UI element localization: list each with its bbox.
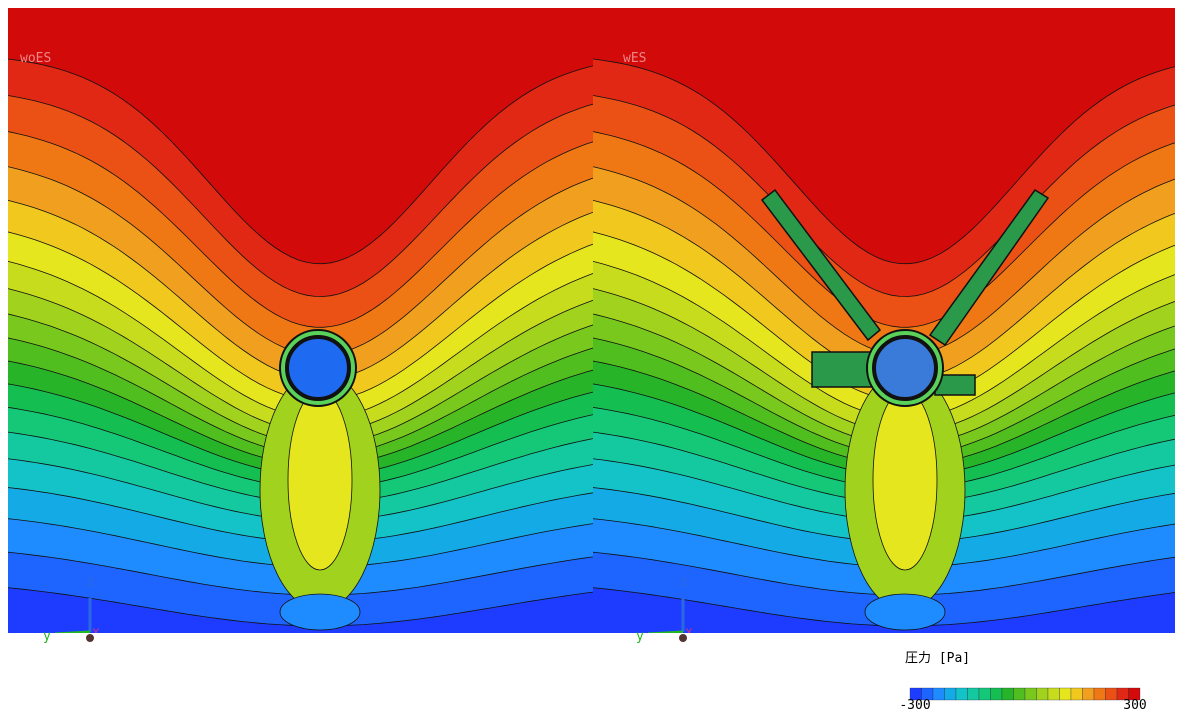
colorbar-cell — [1025, 688, 1037, 700]
body — [874, 337, 936, 399]
legend-title: 圧力 [Pa] — [905, 651, 970, 666]
colorbar-cell — [1094, 688, 1106, 700]
screen: woESzx wESzx 圧力 [Pa] -300 300 yy — [0, 0, 1183, 717]
blade — [812, 352, 872, 387]
colorbar-cell — [1002, 688, 1014, 700]
axis-origin — [86, 634, 94, 642]
axis-y-label: y — [43, 629, 51, 644]
colorbar-cell — [1106, 688, 1118, 700]
body — [287, 337, 349, 399]
colorbar-cell — [1083, 688, 1095, 700]
axis-y — [55, 632, 90, 634]
colorbar-cell — [968, 688, 980, 700]
axis-y-label: y — [636, 629, 644, 644]
axis-y — [648, 632, 683, 634]
bottom-vortex — [280, 594, 360, 630]
colorbar-cell — [945, 688, 957, 700]
colorbar-cell — [1060, 688, 1072, 700]
lobe — [873, 390, 937, 570]
colorbar-cell — [956, 688, 968, 700]
colorbar-cell — [1048, 688, 1060, 700]
legend-max: 300 — [1123, 698, 1146, 713]
panel-label: wES — [623, 51, 646, 66]
lobe — [288, 390, 352, 570]
legend-min: -300 — [899, 698, 930, 713]
axis-z-label: z — [680, 575, 688, 590]
panel-label: woES — [20, 51, 51, 66]
colorbar-cell — [979, 688, 991, 700]
colorbar — [910, 688, 1140, 700]
colorbar-cell — [1014, 688, 1026, 700]
colorbar-cell — [1071, 688, 1083, 700]
colorbar-cell — [933, 688, 945, 700]
colorbar-cell — [991, 688, 1003, 700]
axis-origin — [679, 634, 687, 642]
colorbar-cell — [1037, 688, 1049, 700]
axis-z-label: z — [87, 575, 95, 590]
bottom-vortex — [865, 594, 945, 630]
